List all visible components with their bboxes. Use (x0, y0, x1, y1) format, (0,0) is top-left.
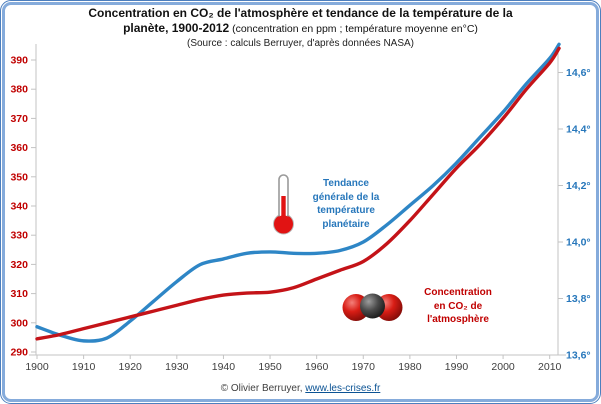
temperature-curve (35, 42, 561, 343)
x-axis-tick-label: 1940 (212, 361, 236, 373)
data-curves (35, 42, 561, 343)
co2-curve (35, 46, 561, 341)
x-axis-tick-label: 1930 (165, 361, 189, 373)
left-axis-tick-label: 300 (10, 317, 28, 329)
x-axis-tick-label: 1990 (445, 361, 469, 373)
les-crises-link[interactable]: www.les-crises.fr (305, 383, 381, 394)
right-axis-tick-label: 14,2° (566, 180, 591, 192)
co2-molecule-icon (342, 293, 403, 321)
left-axis-tick-label: 340 (10, 201, 28, 213)
chart-title-line2: planète, 1900-2012 (concentration en ppm… (0, 21, 601, 37)
copyright-text: © Olivier Berruyer, (220, 383, 306, 394)
chart-source-line: (Source : calculs Berruyer, d'après donn… (186, 38, 415, 49)
footer-credit: © Olivier Berruyer, www.les-crises.fr (0, 383, 601, 394)
x-axis-tick-label: 1900 (25, 361, 49, 373)
right-axis-tick-label: 14,0° (566, 237, 591, 249)
temperature-annotation: Tendance générale de la température plan… (312, 178, 380, 230)
left-axis-tick-label: 310 (10, 288, 28, 300)
left-axis-tick-label: 290 (10, 347, 28, 359)
left-axis-tick-label: 370 (10, 113, 28, 125)
chart-title-line2-units: (concentration en ppm ; température moye… (229, 23, 478, 35)
chart-title-line2-bold: planète, 1900-2012 (123, 21, 230, 35)
x-axis-tick-label: 2000 (491, 361, 515, 373)
x-axis-tick-label: 1910 (72, 361, 96, 373)
left-axis-tick-label: 320 (10, 259, 28, 271)
left-axis-tick-label: 380 (10, 84, 28, 96)
x-axis-tick-label: 1950 (258, 361, 282, 373)
axes: 290 300 310 320 330 340 350 360 370 380 390 13,6° 13… (10, 44, 591, 373)
chart-title-block: Concentration en CO₂ de l'atmosphère et … (0, 6, 601, 50)
x-axis-tick-label: 1970 (352, 361, 376, 373)
left-axis-tick-label: 360 (10, 142, 28, 154)
right-axis-tick-label: 14,6° (566, 67, 591, 79)
right-axis-tick-label: 14,4° (566, 124, 591, 136)
left-axis-tick-label: 350 (10, 171, 28, 183)
x-axis-tick-label: 1980 (398, 361, 422, 373)
right-axis-tick-label: 13,8° (566, 293, 591, 305)
x-axis-tick-label: 1960 (305, 361, 329, 373)
co2-annotation: Concentration en CO₂ de l'atmosphère (424, 287, 492, 325)
chart-title-line1: Concentration en CO₂ de l'atmosphère et … (88, 6, 513, 20)
thermometer-icon (273, 174, 294, 235)
right-axis-tick-label: 13,6° (566, 350, 591, 362)
x-axis-tick-label: 1920 (119, 361, 143, 373)
left-axis-tick-label: 390 (10, 55, 28, 67)
left-axis-tick-label: 330 (10, 230, 28, 242)
x-axis-tick-label: 2010 (538, 361, 562, 373)
